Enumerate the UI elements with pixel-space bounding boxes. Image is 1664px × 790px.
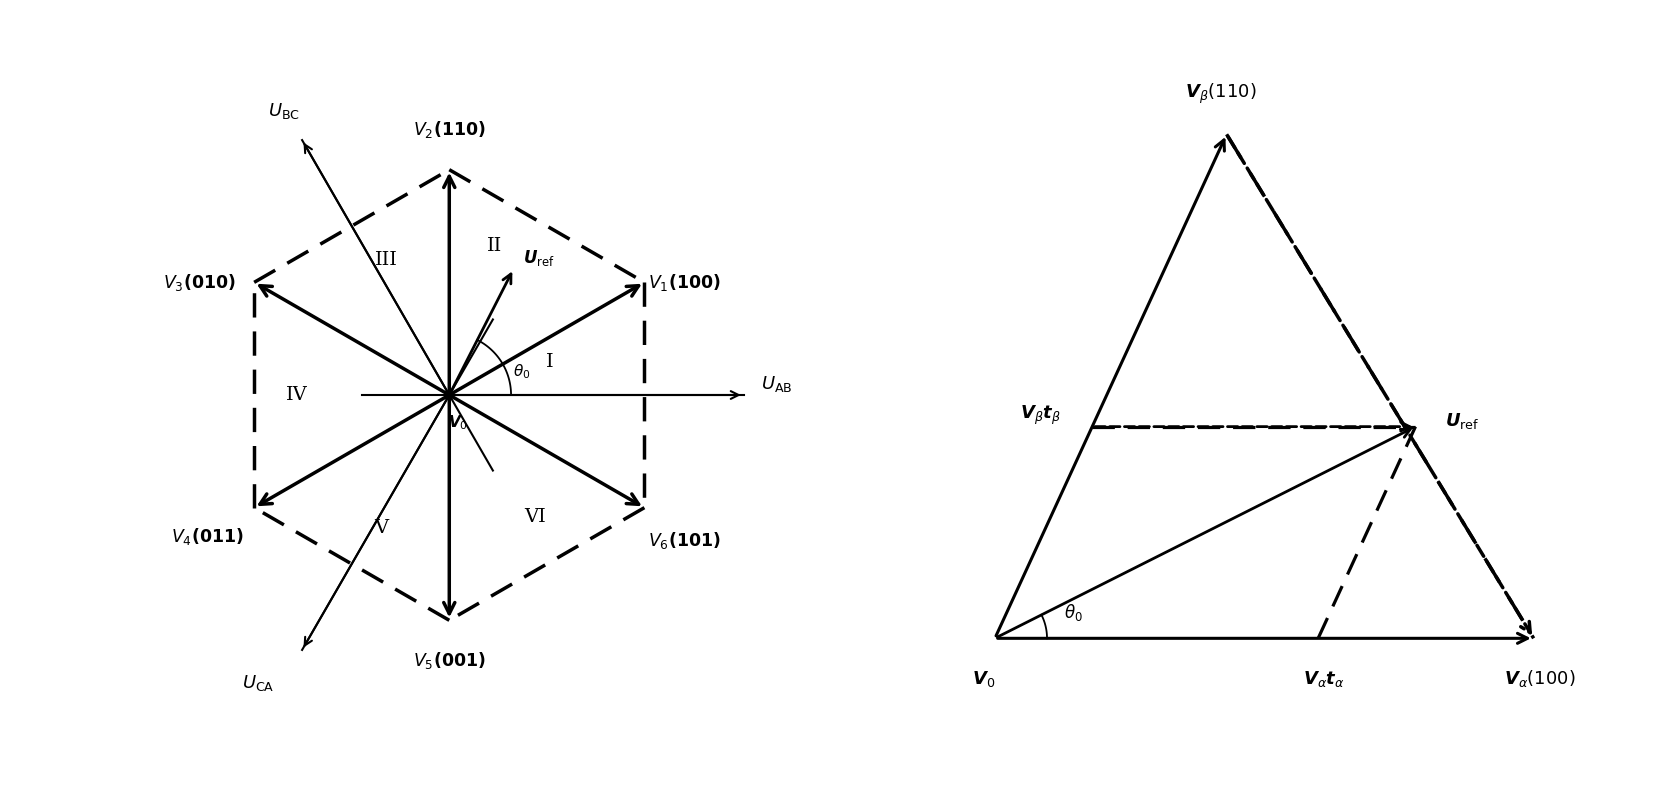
Text: $U_{\rm CA}$: $U_{\rm CA}$ (243, 672, 275, 693)
Text: III: III (374, 251, 398, 269)
Text: IV: IV (286, 386, 308, 404)
Text: I: I (546, 353, 554, 371)
Text: $\boldsymbol{V}_0$: $\boldsymbol{V}_0$ (448, 413, 468, 432)
Text: $\theta_0$: $\theta_0$ (513, 363, 531, 381)
Text: $\boldsymbol{V}_\alpha\boldsymbol{t}_\alpha$: $\boldsymbol{V}_\alpha\boldsymbol{t}_\al… (1303, 669, 1345, 689)
Text: $U_{\rm BC}$: $U_{\rm BC}$ (268, 101, 300, 121)
Text: $\boldsymbol{V}_\beta\boldsymbol{t}_\beta$: $\boldsymbol{V}_\beta\boldsymbol{t}_\bet… (1020, 404, 1060, 427)
Text: $U_{\rm AB}$: $U_{\rm AB}$ (760, 374, 792, 394)
Text: $\it{V}_{2}$(110): $\it{V}_{2}$(110) (413, 119, 486, 140)
Text: $\it{V}_{5}$(001): $\it{V}_{5}$(001) (413, 650, 486, 671)
Text: II: II (488, 236, 503, 254)
Text: $\boldsymbol{V}_\beta\mathit{(110)}$: $\boldsymbol{V}_\beta\mathit{(110)}$ (1185, 81, 1256, 106)
Text: $\it{V}_{3}$(010): $\it{V}_{3}$(010) (163, 272, 236, 293)
Text: $\boldsymbol{U}_{\rm ref}$: $\boldsymbol{U}_{\rm ref}$ (522, 248, 556, 268)
Text: $\boldsymbol{V}_\alpha\mathit{(100)}$: $\boldsymbol{V}_\alpha\mathit{(100)}$ (1504, 668, 1576, 690)
Text: V: V (374, 519, 389, 536)
Text: $\it{V}_{4}$(011): $\it{V}_{4}$(011) (171, 526, 243, 547)
Text: $\it{V}_{1}$(100): $\it{V}_{1}$(100) (647, 272, 721, 293)
Text: $\it{V}_{6}$(101): $\it{V}_{6}$(101) (647, 530, 721, 551)
Text: VI: VI (524, 508, 546, 526)
Text: $\boldsymbol{V}_0$: $\boldsymbol{V}_0$ (972, 669, 995, 689)
Text: $\boldsymbol{U}_{\rm ref}$: $\boldsymbol{U}_{\rm ref}$ (1444, 411, 1479, 431)
Text: $\theta_0$: $\theta_0$ (1063, 602, 1083, 623)
